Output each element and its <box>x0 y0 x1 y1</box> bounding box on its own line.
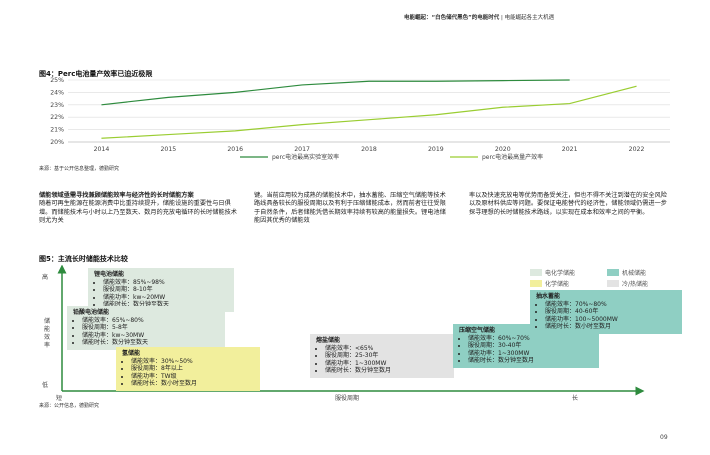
running-header: 电能崛起：“白色储代黑色”的电能时代 | 电能崛起各主大机遇 <box>404 13 700 21</box>
box-title: 铅酸电池储能 <box>73 309 110 316</box>
legend-swatch-lab <box>240 156 268 158</box>
box-list: 储能效率：65%~80% 服役周期：5-8年 储能功率：kw~30MW 储能时长… <box>73 317 219 347</box>
figure4-title: 图4：Perc电池量产效率已迫近极限 <box>39 70 153 78</box>
legend-swatch-thermal <box>607 280 619 287</box>
x-tick-label: 2014 <box>94 146 110 153</box>
y-axis-high: 高 <box>42 274 49 281</box>
figure4-source: 来源：基于公开信息整理，德勤研究 <box>39 166 120 172</box>
box-item: 储能功率：100~5000MW <box>545 316 676 324</box>
box-list: 储能效率：60%~70% 服役周期：30-40年 储能功率：1~300MW 储能… <box>459 335 593 365</box>
box-item: 服役周期：8-10年 <box>103 286 228 294</box>
box-item: 储能效率：70%~80% <box>545 301 676 309</box>
legend-label-mass: perc电池最高量产效率 <box>482 154 544 161</box>
legend-label-electrochemical: 电化学储能 <box>545 270 576 277</box>
box-item: 储能功率：1~300MW <box>325 360 448 368</box>
y-axis-label: 储能效率 <box>44 318 51 349</box>
y-tick-label: 25% <box>50 77 64 84</box>
box-item: 储能时长：数分钟至数天 <box>82 339 219 347</box>
legend-swatch-chemical <box>530 280 542 287</box>
box-hydrogen-storage: 氢储能 储能效率：30%~50% 服役周期：8年以上 储能功率：TW级 储能时长… <box>116 347 260 391</box>
box-item: 储能时长：数分钟至数月 <box>325 367 448 375</box>
x-tick-label: 2019 <box>428 146 444 153</box>
box-title: 锂电池储能 <box>94 271 125 278</box>
box-item: 储能效率：<65% <box>325 345 448 353</box>
x-tick-label: 2021 <box>562 146 578 153</box>
box-item: 储能时长：数小时至数月 <box>545 323 676 331</box>
x-tick-label: 2020 <box>495 146 511 153</box>
box-lead-acid-battery: 铅酸电池储能 储能效率：65%~80% 服役周期：5-8年 储能功率：kw~30… <box>67 306 225 350</box>
box-lithium-battery: 锂电池储能 储能效率：85%~98% 服役周期：8-10年 储能功率：kw~20… <box>88 268 234 312</box>
x-tick-label: 2015 <box>160 146 176 153</box>
box-item: 储能时长：数小时至数月 <box>131 380 254 388</box>
figure5-title: 图5：主流长时储能技术比较 <box>39 255 128 263</box>
header-subtitle: 电能崛起各主大机遇 <box>504 15 555 21</box>
x-tick-label: 2018 <box>361 146 377 153</box>
y-tick-label: 21% <box>50 127 64 134</box>
text-column-1: 储能领域亟需寻找兼顾储能效率与经济性的长时储能方案 随着可再生能源在能源消费中比… <box>39 192 237 226</box>
legend-label-chemical: 化学储能 <box>545 281 570 288</box>
section-heading: 储能领域亟需寻找兼顾储能效率与经济性的长时储能方案 <box>39 192 194 199</box>
y-tick-label: 23% <box>50 102 64 109</box>
header-title: 电能崛起：“白色储代黑色”的电能时代 <box>404 15 500 21</box>
box-title: 氢储能 <box>122 350 141 357</box>
box-item: 服役周期：5-8年 <box>82 324 219 332</box>
box-title: 抽水蓄能 <box>536 293 561 300</box>
legend-label-thermal: 冷/热储能 <box>622 281 649 288</box>
box-item: 服役周期：30-40年 <box>468 342 593 350</box>
box-list: 储能效率：70%~80% 服役周期：40-60年 储能功率：100~5000MW… <box>536 301 676 331</box>
box-item: 储能效率：85%~98% <box>103 279 228 287</box>
x-axis-label: 服役周期 <box>335 395 360 402</box>
box-title: 熔盐储能 <box>316 337 341 344</box>
box-item: 服役周期：8年以上 <box>131 365 254 373</box>
box-title: 压缩空气储能 <box>459 327 496 334</box>
legend-swatch-mechanical <box>607 269 619 276</box>
box-item: 储能效率：65%~80% <box>82 317 219 325</box>
box-list: 储能效率：85%~98% 服役周期：8-10年 储能功率：kw~20MW 储能时… <box>94 279 228 309</box>
box-item: 储能功率：1~300MW <box>468 350 593 358</box>
box-item: 储能时长：数分钟至数天 <box>103 301 228 309</box>
series-line-mass-efficiency <box>101 85 637 139</box>
box-pumped-hydro: 抽水蓄能 储能效率：70%~80% 服役周期：40-60年 储能功率：100~5… <box>530 290 682 334</box>
header-separator: | <box>500 15 503 21</box>
x-tick-label: 2022 <box>629 146 645 153</box>
box-item: 储能功率：kw~20MW <box>103 294 228 302</box>
box-item: 储能时长：数分钟至数月 <box>468 357 593 365</box>
box-item: 储能功率：TW级 <box>131 373 254 381</box>
y-axis-low: 低 <box>42 382 49 389</box>
box-list: 储能效率：30%~50% 服役周期：8年以上 储能功率：TW级 储能时长：数小时… <box>122 358 254 388</box>
legend-label-mechanical: 机械储能 <box>622 270 647 277</box>
box-item: 储能功率：kw~30MW <box>82 332 219 340</box>
legend-swatch-mass <box>450 156 478 158</box>
box-list: 储能效率：<65% 服役周期：25-30年 储能功率：1~300MW 储能时长：… <box>316 345 448 375</box>
y-tick-label: 24% <box>50 89 64 96</box>
efficiency-line-chart: 20% 21% 22% 23% 24% 25% 2014 2015 2016 2017 2018 20… <box>50 77 670 153</box>
legend-swatch-electrochemical <box>530 269 542 276</box>
page-number: 09 <box>660 434 668 441</box>
box-molten-salt: 熔盐储能 储能效率：<65% 服役周期：25-30年 储能功率：1~300MW … <box>310 334 454 378</box>
y-tick-label: 22% <box>50 114 64 121</box>
x-tick-label: 2017 <box>294 146 310 153</box>
legend-label-lab: perc电池最高实验室效率 <box>272 154 340 161</box>
box-item: 服役周期：40-60年 <box>545 308 676 316</box>
y-tick-label: 20% <box>50 139 64 146</box>
box-item: 储能效率：30%~50% <box>131 358 254 366</box>
series-line-lab-efficiency <box>101 79 570 106</box>
x-tick-label: 2016 <box>227 146 243 153</box>
x-axis-short-label: 短 <box>56 395 63 402</box>
text-column-2: 键。当前应用较为成熟的储能技术中，抽水蓄能、压缩空气储能等技术路线具备较长的服役… <box>254 192 446 225</box>
box-item: 服役周期：25-30年 <box>325 352 448 360</box>
box-item: 储能效率：60%~70% <box>468 335 593 343</box>
figure5-source: 来源：公开信息，德勤研究 <box>39 403 100 409</box>
x-axis-high: 长 <box>572 395 579 402</box>
paragraph-1: 随着可再生能源在能源消费中比重持续提升，储能设施的重要性与日俱增。而储能技术与小… <box>39 200 237 225</box>
figure5-axes <box>57 265 645 396</box>
text-column-3: 率以及快速充放电等优势而备受关注，但也不得不关注到潜在的安全风险以及原材料供应等… <box>469 192 667 216</box>
